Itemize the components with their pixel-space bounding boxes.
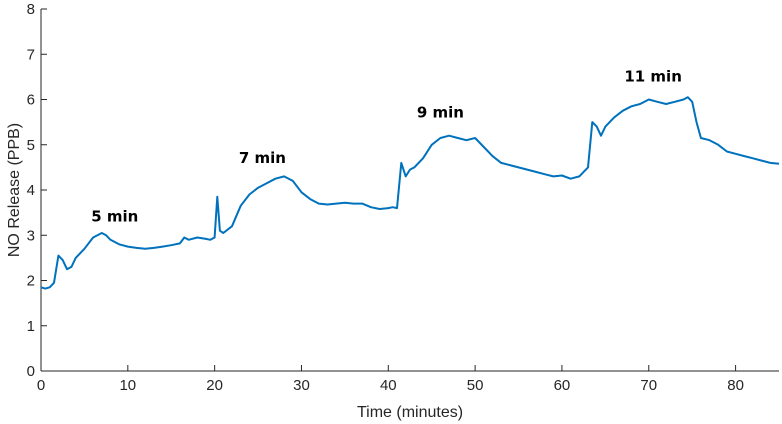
x-tick-label: 20 bbox=[206, 377, 223, 394]
x-tick-label: 0 bbox=[37, 377, 45, 394]
y-tick-label: 1 bbox=[27, 318, 35, 335]
x-tick-label: 40 bbox=[380, 377, 397, 394]
series-group bbox=[40, 96, 780, 290]
y-tick-label: 5 bbox=[27, 137, 35, 154]
y-tick-label: 0 bbox=[27, 363, 35, 380]
y-axis-label: NO Release (PPB) bbox=[6, 123, 23, 257]
y-tick-label: 2 bbox=[27, 273, 35, 290]
y-tick-label: 8 bbox=[27, 1, 35, 18]
series-line bbox=[40, 96, 780, 290]
x-tick-label: 30 bbox=[293, 377, 310, 394]
x-tick-label: 10 bbox=[119, 377, 136, 394]
x-tick-label: 60 bbox=[554, 377, 571, 394]
y-tick-label: 7 bbox=[27, 46, 35, 63]
y-tick-label: 3 bbox=[27, 227, 35, 244]
ticks: 0 10 20 30 40 50 60 70 80 0 1 2 3 4 5 6 7 8 bbox=[27, 1, 744, 394]
x-tick-label: 50 bbox=[467, 377, 484, 394]
x-tick-label: 80 bbox=[727, 377, 744, 394]
annotations: 5 min 7 min 9 min 11 min bbox=[91, 67, 682, 225]
x-axis-label: Time (minutes) bbox=[357, 404, 463, 421]
annotation-label: 11 min bbox=[624, 67, 682, 85]
y-tick-label: 4 bbox=[27, 182, 35, 199]
y-tick-label: 6 bbox=[27, 92, 35, 109]
annotation-label: 5 min bbox=[91, 208, 138, 226]
axes bbox=[40, 9, 779, 372]
annotation-label: 9 min bbox=[417, 104, 464, 122]
annotation-label: 7 min bbox=[239, 149, 286, 167]
x-tick-label: 70 bbox=[640, 377, 657, 394]
